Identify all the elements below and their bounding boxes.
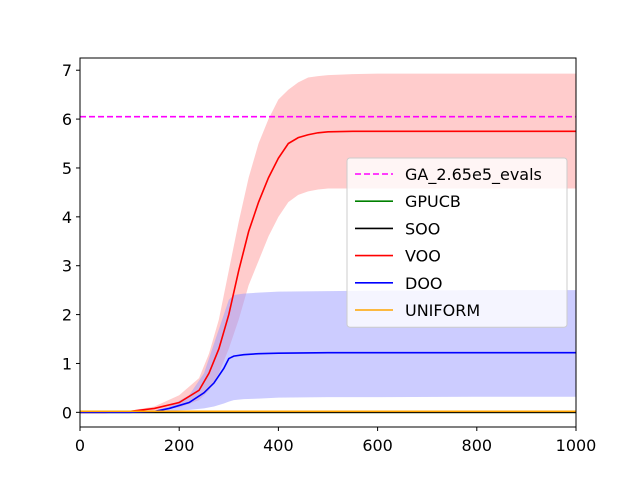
y-tick-label: 3 bbox=[62, 257, 72, 276]
series-lines bbox=[80, 115, 576, 414]
y-axis: 0 1 2 3 4 5 6 7 bbox=[62, 61, 80, 422]
legend-label: VOO bbox=[405, 247, 441, 266]
legend-label: DOO bbox=[405, 274, 443, 293]
x-tick-label: 0 bbox=[75, 436, 85, 455]
legend-label: GA_2.65e5_evals bbox=[405, 165, 542, 185]
y-tick-label: 5 bbox=[62, 159, 72, 178]
doo-line bbox=[80, 351, 576, 414]
x-tick-label: 200 bbox=[164, 436, 195, 455]
y-tick-label: 1 bbox=[62, 354, 72, 373]
legend-label: UNIFORM bbox=[405, 301, 480, 320]
x-axis: 0 200 400 600 800 1000 bbox=[75, 427, 596, 455]
plot-frame bbox=[79, 57, 577, 428]
y-tick-label: 4 bbox=[62, 208, 72, 227]
x-tick-label: 400 bbox=[263, 436, 294, 455]
x-tick-label: 1000 bbox=[556, 436, 597, 455]
voo-line bbox=[80, 130, 576, 414]
legend-box bbox=[346, 157, 568, 328]
y-tick-label: 7 bbox=[62, 61, 72, 80]
y-tick-label: 2 bbox=[62, 306, 72, 325]
x-tick-label: 600 bbox=[362, 436, 393, 455]
legend-label: SOO bbox=[405, 219, 440, 238]
y-tick-label: 6 bbox=[62, 110, 72, 129]
legend-label: GPUCB bbox=[405, 192, 461, 211]
y-tick-label: 0 bbox=[62, 403, 72, 422]
legend: GA_2.65e5_evals GPUCB SOO VOO DOO UNIFORM bbox=[346, 157, 568, 328]
x-tick-label: 800 bbox=[462, 436, 493, 455]
